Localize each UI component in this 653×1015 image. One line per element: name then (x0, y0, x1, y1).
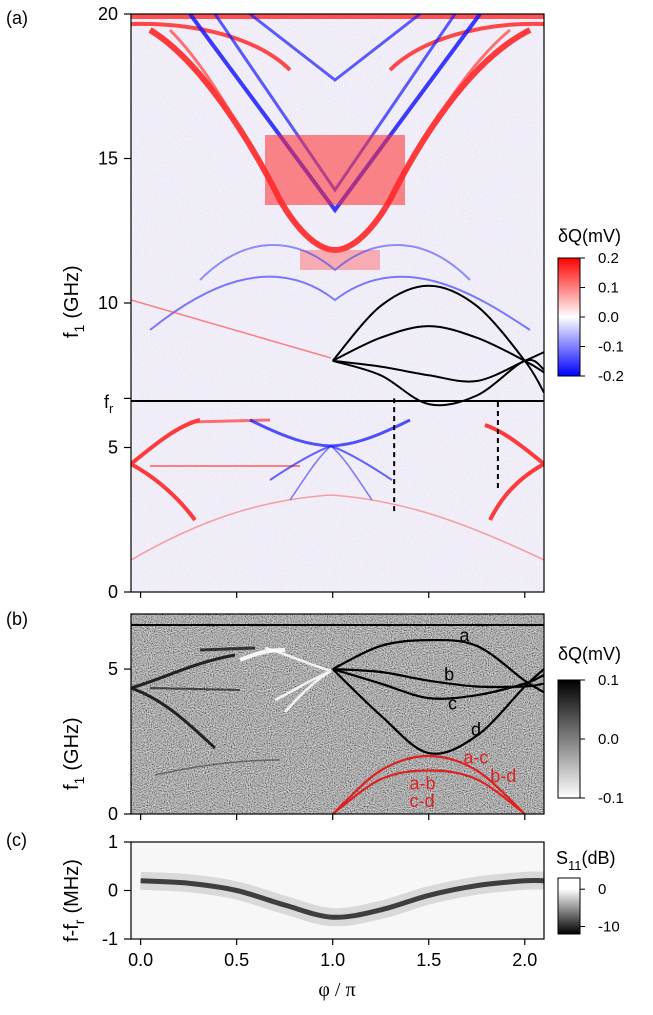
panel-b-red-label: a-c (463, 747, 488, 767)
y-tick-label: 20 (98, 4, 118, 24)
y-tick-label: 10 (98, 293, 118, 313)
panel-c-ylabel: f-fr(MHz) (61, 859, 87, 942)
y-tick-label: 0 (108, 582, 118, 602)
x-tick-label: 2.0 (512, 950, 537, 970)
y-tick-label: 0 (108, 881, 118, 901)
colorbar-a-label: δQ(mV) (558, 226, 621, 246)
panel-a-label: (a) (6, 8, 28, 28)
panel-b-red-label: c-d (410, 791, 435, 811)
panel-b-curve-b (332, 668, 544, 689)
colorbar-tick-label: 0.0 (598, 731, 619, 748)
colorbar-a (557, 257, 581, 377)
panel-a-overlay-curve (332, 325, 544, 374)
x-tick-label: 0.5 (224, 950, 249, 970)
colorbar-tick-label: 0 (598, 881, 606, 898)
colorbar-tick-label: -0.1 (598, 790, 624, 807)
panel-b-ylabel: f1(GHz) (61, 717, 87, 790)
panel-c-heatmap (130, 841, 545, 940)
x-axis-label: φ / π (318, 979, 355, 1001)
panel-b-red-label: b-d (490, 766, 516, 786)
panel-b-curve-a-c (331, 754, 526, 814)
panel-b-curve-label: b (444, 665, 454, 685)
y-tick-label: 5 (108, 659, 118, 679)
colorbar-tick-label: 0.1 (598, 672, 619, 689)
colorbar-tick-label: -10 (598, 919, 620, 936)
panel-b-features (131, 646, 332, 776)
panel-c-label: (c) (6, 830, 27, 850)
colorbar-c (557, 877, 581, 935)
y-tick-label: -1 (102, 929, 118, 949)
panel-b-label: (b) (6, 609, 28, 629)
panel-b-curve-label: d (471, 720, 481, 740)
colorbar-tick-label: 0.1 (598, 280, 619, 297)
panel-a-fr-tick: fr (104, 392, 114, 416)
y-tick-label: 0 (108, 804, 118, 824)
panel-a-ylabel: f1(GHz) (61, 265, 87, 338)
panel-b-curve-b-d (332, 769, 526, 814)
x-tick-label: 1.0 (320, 950, 345, 970)
colorbar-b (557, 679, 581, 799)
colorbar-tick-label: -0.2 (598, 368, 624, 385)
panel-a-features (131, 14, 544, 561)
colorbar-tick-label: -0.1 (598, 339, 624, 356)
panel-a-overlay-curve (332, 358, 544, 407)
colorbar-tick-label: 0.2 (598, 250, 619, 267)
x-tick-label: 0.0 (128, 950, 153, 970)
y-tick-label: 15 (98, 149, 118, 169)
colorbar-tick-label: 0.0 (598, 309, 619, 326)
panel-b-curve-label: a (459, 626, 470, 646)
panel-b-heatmap (130, 613, 545, 815)
y-tick-label: 5 (108, 438, 118, 458)
panel-b-red-label: a-b (410, 773, 436, 793)
panel-b-curve-label: c (448, 694, 457, 714)
panel-a-heatmap (130, 13, 545, 593)
panel-b-curve-d (331, 668, 544, 755)
colorbar-b-label: δQ(mV) (558, 644, 621, 664)
x-tick-label: 1.5 (416, 950, 441, 970)
y-tick-label: 1 (108, 832, 118, 852)
colorbar-c-label: S11(dB) (556, 848, 616, 873)
